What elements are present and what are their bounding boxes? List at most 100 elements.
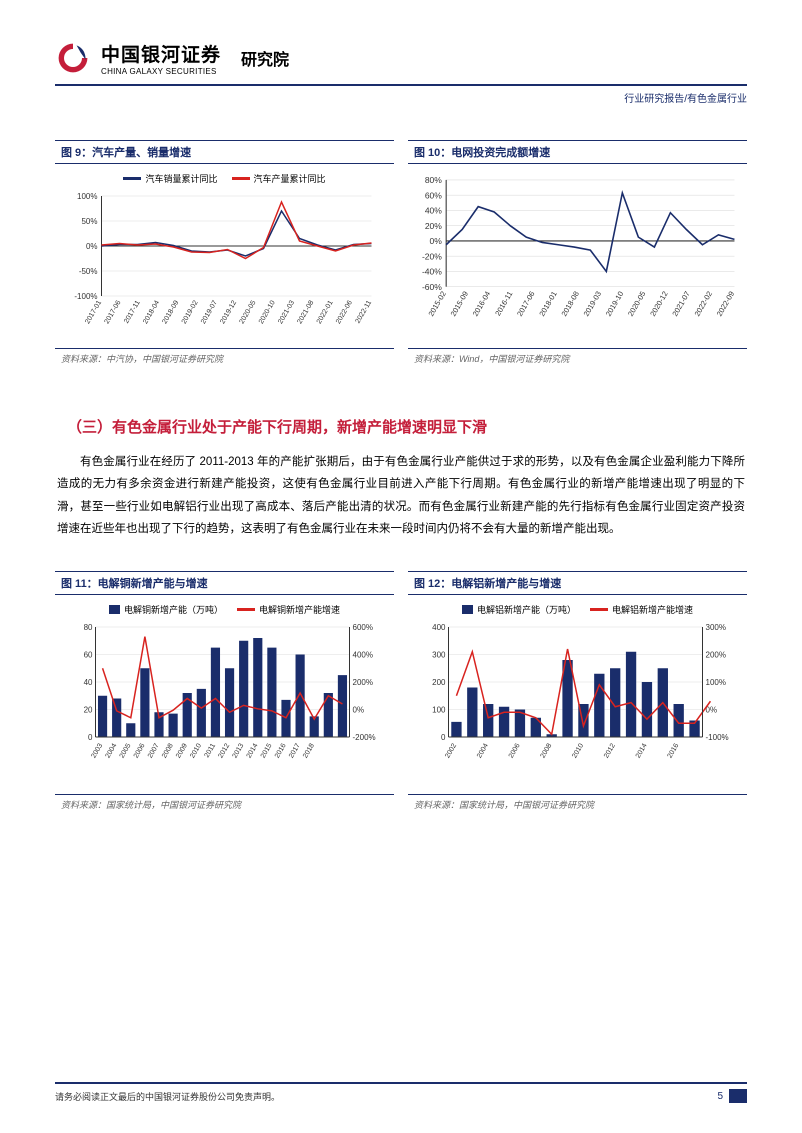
chart-9-source: 资料来源：中汽协，中国银河证券研究院	[55, 349, 394, 368]
svg-text:20: 20	[84, 705, 93, 714]
chart-9-legend-1: 汽车销量累计同比	[145, 172, 217, 185]
svg-text:2018-09: 2018-09	[161, 299, 180, 325]
chart-9-title: 图 9：汽车产量、销量增速	[55, 140, 394, 164]
svg-text:2019-02: 2019-02	[181, 299, 200, 325]
svg-text:2012: 2012	[603, 742, 617, 759]
svg-text:300%: 300%	[706, 623, 726, 632]
svg-text:2019-12: 2019-12	[219, 299, 238, 325]
svg-text:2015: 2015	[260, 742, 274, 759]
header-category: 行业研究报告/有色金属行业	[55, 90, 747, 105]
section-3-title: （三）有色金属行业处于产能下行周期，新增产能增速明显下滑	[67, 416, 747, 437]
svg-text:-100%: -100%	[74, 292, 97, 301]
svg-text:100%: 100%	[706, 678, 726, 687]
chart-11-title: 图 11：电解铜新增产能与增速	[55, 571, 394, 595]
svg-text:2017: 2017	[288, 742, 302, 759]
svg-text:300: 300	[432, 650, 446, 659]
svg-text:2014: 2014	[246, 742, 260, 759]
svg-text:40%: 40%	[425, 206, 442, 216]
svg-text:2016-11: 2016-11	[493, 290, 514, 318]
svg-text:2013: 2013	[232, 742, 246, 759]
svg-text:50%: 50%	[81, 217, 97, 226]
svg-text:2022-06: 2022-06	[335, 299, 354, 325]
chart-row-2: 图 11：电解铜新增产能与增速 电解铜新增产能（万吨） 电解铜新增产能增速 02…	[55, 571, 747, 814]
svg-text:80%: 80%	[425, 175, 442, 185]
svg-text:200%: 200%	[706, 650, 726, 659]
svg-text:2022-02: 2022-02	[693, 290, 715, 318]
chart-10-title: 图 10：电网投资完成额增速	[408, 140, 747, 164]
svg-text:-20%: -20%	[422, 251, 442, 261]
chart-11-source: 资料来源：国家统计局，中国银河证券研究院	[55, 795, 394, 814]
svg-text:2018-01: 2018-01	[537, 290, 559, 318]
svg-text:2019-07: 2019-07	[200, 299, 219, 325]
svg-text:2012: 2012	[217, 742, 231, 759]
svg-text:2021-08: 2021-08	[296, 299, 315, 325]
svg-text:2008: 2008	[540, 742, 554, 759]
svg-text:2022-01: 2022-01	[316, 299, 335, 325]
chart-9-legend-2: 汽车产量累计同比	[254, 172, 326, 185]
svg-text:2018-04: 2018-04	[142, 299, 161, 325]
svg-text:2021-07: 2021-07	[670, 290, 692, 318]
svg-text:2004: 2004	[105, 742, 119, 759]
svg-text:2019-03: 2019-03	[582, 290, 604, 318]
svg-text:2020-10: 2020-10	[258, 299, 277, 325]
svg-text:20%: 20%	[425, 221, 442, 231]
svg-text:2022-09: 2022-09	[715, 290, 737, 318]
svg-text:200%: 200%	[353, 678, 373, 687]
chart-11-legend-2: 电解铜新增产能增速	[259, 603, 340, 616]
chart-11-plot: 020406080-200%0%200%400%600%200320042005…	[59, 622, 390, 772]
svg-text:100: 100	[432, 705, 446, 714]
svg-text:2017-06: 2017-06	[515, 290, 537, 318]
svg-text:80: 80	[84, 623, 93, 632]
page-footer: 请务必阅读正文最后的中国银河证券股份公司免责声明。 5	[55, 1082, 747, 1103]
svg-text:-40%: -40%	[422, 267, 442, 277]
chart-12-title: 图 12：电解铝新增产能与增速	[408, 571, 747, 595]
svg-text:200: 200	[432, 678, 446, 687]
svg-text:-100%: -100%	[706, 733, 729, 742]
chart-11-legend-1: 电解铜新增产能（万吨）	[124, 603, 223, 616]
svg-text:2007: 2007	[147, 742, 161, 759]
svg-text:400%: 400%	[353, 650, 373, 659]
svg-text:2022-11: 2022-11	[355, 299, 374, 324]
svg-text:0%: 0%	[430, 236, 443, 246]
chart-11: 图 11：电解铜新增产能与增速 电解铜新增产能（万吨） 电解铜新增产能增速 02…	[55, 571, 394, 814]
logo-text-cn: 中国银河证券	[101, 40, 221, 67]
logo-icon	[55, 40, 91, 76]
svg-text:0: 0	[88, 733, 93, 742]
svg-text:2020-05: 2020-05	[626, 290, 648, 318]
section-3-body: 有色金属行业在经历了 2011-2013 年的产能扩张期后，由于有色金属行业产能…	[55, 451, 747, 541]
svg-text:2016: 2016	[667, 742, 681, 759]
svg-text:2017-01: 2017-01	[84, 299, 103, 325]
chart-10-source: 资料来源：Wind，中国银河证券研究院	[408, 349, 747, 368]
chart-10-plot: -60%-40%-20%0%20%40%60%80%2015-022015-09…	[412, 172, 743, 332]
chart-9-plot: -100%-50%0%50%100%2017-012017-062017-112…	[59, 191, 390, 336]
svg-text:2009: 2009	[175, 742, 189, 759]
chart-12-source: 资料来源：国家统计局，中国银河证券研究院	[408, 795, 747, 814]
svg-text:400: 400	[432, 623, 446, 632]
svg-text:2011: 2011	[204, 742, 218, 759]
svg-text:2020-05: 2020-05	[239, 299, 258, 325]
logo-suffix: 研究院	[241, 46, 289, 70]
svg-text:2006: 2006	[133, 742, 147, 759]
svg-text:2002: 2002	[444, 742, 458, 759]
svg-text:60: 60	[84, 650, 93, 659]
chart-row-1: 图 9：汽车产量、销量增速 汽车销量累计同比 汽车产量累计同比 -100% -50…	[55, 140, 747, 368]
svg-text:2006: 2006	[508, 742, 522, 759]
chart-12-legend-2: 电解铝新增产能增速	[612, 603, 693, 616]
svg-text:2021-03: 2021-03	[277, 299, 296, 325]
svg-text:2008: 2008	[161, 742, 175, 759]
svg-text:2018: 2018	[302, 742, 316, 759]
footer-disclaimer: 请务必阅读正文最后的中国银河证券股份公司免责声明。	[55, 1090, 280, 1103]
svg-text:2018-08: 2018-08	[559, 290, 581, 318]
chart-10: 图 10：电网投资完成额增速 -60%-40%-20%0%20%40%60%80…	[408, 140, 747, 368]
svg-text:2004: 2004	[476, 742, 490, 759]
svg-text:-200%: -200%	[353, 733, 376, 742]
svg-text:2010: 2010	[571, 742, 585, 759]
chart-12-legend-1: 电解铝新增产能（万吨）	[477, 603, 576, 616]
svg-text:2003: 2003	[90, 742, 104, 759]
svg-text:2016: 2016	[274, 742, 288, 759]
svg-text:2015-09: 2015-09	[449, 290, 471, 318]
svg-text:600%: 600%	[353, 623, 373, 632]
svg-text:-50%: -50%	[79, 267, 98, 276]
svg-text:60%: 60%	[425, 190, 442, 200]
chart-12: 图 12：电解铝新增产能与增速 电解铝新增产能（万吨） 电解铝新增产能增速 01…	[408, 571, 747, 814]
